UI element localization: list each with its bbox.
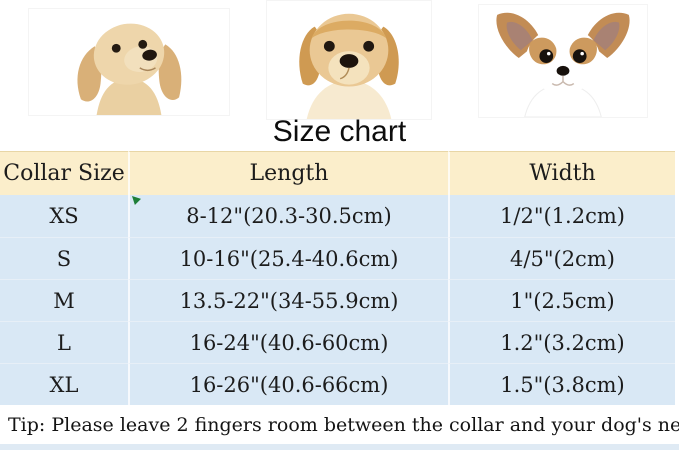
cell-collar-size: S bbox=[0, 237, 128, 279]
cell-length: 10-16"(25.4-40.6cm) bbox=[128, 237, 448, 279]
dog-photo-chihuahua bbox=[478, 4, 648, 118]
golden-retriever-illustration bbox=[299, 13, 399, 119]
cell-collar-size: XS bbox=[0, 195, 128, 237]
cell-length: 16-26"(40.6-66cm) bbox=[128, 363, 448, 405]
cell-collar-size: XL bbox=[0, 363, 128, 405]
cream-puppy-illustration bbox=[77, 23, 182, 115]
cell-length-text: 8-12"(20.3-30.5cm) bbox=[186, 204, 392, 228]
column-header-width: Width bbox=[448, 151, 675, 195]
page-title: Size chart bbox=[272, 115, 407, 148]
column-header-length: Length bbox=[128, 151, 448, 195]
cell-width: 1"(2.5cm) bbox=[448, 279, 675, 321]
size-chart-table: Collar Size Length Width XS 8-12"(20.3-3… bbox=[0, 151, 675, 405]
cell-collar-size: M bbox=[0, 279, 128, 321]
cell-width: 1.5"(3.8cm) bbox=[448, 363, 675, 405]
cell-width: 4/5"(2cm) bbox=[448, 237, 675, 279]
cell-length: 8-12"(20.3-30.5cm) bbox=[128, 195, 448, 237]
cell-length: 16-24"(40.6-60cm) bbox=[128, 321, 448, 363]
tip-text: Tip: Please leave 2 fingers room between… bbox=[0, 405, 679, 444]
cell-width: 1/2"(1.2cm) bbox=[448, 195, 675, 237]
chihuahua-illustration bbox=[496, 12, 630, 117]
column-header-collar-size: Collar Size bbox=[0, 151, 128, 195]
dog-photo-cream-puppy bbox=[28, 8, 230, 116]
comment-marker-icon bbox=[132, 196, 141, 205]
dog-photo-golden-retriever bbox=[266, 0, 432, 120]
cell-width: 1.2"(3.2cm) bbox=[448, 321, 675, 363]
cell-collar-size: L bbox=[0, 321, 128, 363]
bottom-divider-bar bbox=[0, 444, 679, 450]
cell-length: 13.5-22"(34-55.9cm) bbox=[128, 279, 448, 321]
